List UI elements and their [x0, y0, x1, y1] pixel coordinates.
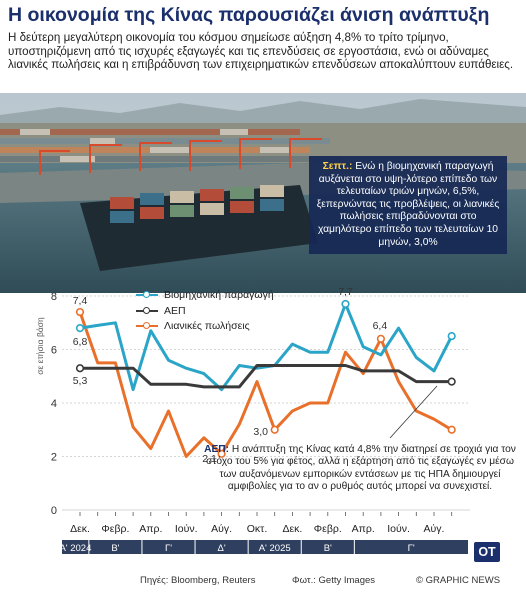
data-marker	[270, 425, 279, 434]
data-label: 2,1	[202, 453, 217, 465]
x-tick-label: Δεκ.	[70, 523, 90, 535]
legend-label-retail: Λιανικές πωλήσεις	[164, 320, 250, 332]
y-tick-label: 4	[51, 398, 57, 410]
data-marker	[341, 299, 350, 309]
note-label: ΑΕΠ:	[204, 444, 230, 455]
quarter-band	[62, 540, 468, 554]
series-endpoint	[75, 307, 85, 317]
series-endpoint	[447, 377, 456, 386]
legend-swatch-gdp	[136, 306, 158, 316]
series-endpoint	[75, 364, 85, 373]
september-callout: Σεπτ.: Ενώ η βιομηχανική παραγωγή αυξάνε…	[309, 156, 507, 255]
quarter-label: Α' 2024	[59, 543, 91, 554]
data-label: 6,8	[73, 336, 88, 348]
x-tick-label: Ιούν.	[387, 523, 410, 535]
y-tick-label: 6	[51, 345, 57, 357]
data-label: 7,4	[73, 295, 88, 307]
legend-item-retail: Λιανικές πωλήσεις	[136, 319, 274, 333]
data-label: 3,0	[253, 426, 268, 438]
x-tick-label: Απρ.	[352, 523, 375, 535]
data-marker	[376, 334, 386, 343]
data-label: 7,7	[338, 286, 353, 298]
legend-label-industrial: Βιομηχανική παραγωγή	[164, 289, 274, 301]
series-endpoint	[75, 324, 85, 333]
quarter-label: Α' 2025	[259, 543, 291, 554]
gdp-note: ΑΕΠ: Η ανάπτυξη της Κίνας κατά 4,8% την …	[200, 444, 520, 494]
x-tick-label: Δεκ.	[282, 523, 302, 535]
quarter-label: Δ'	[218, 543, 226, 554]
y-tick-label: 2	[51, 452, 57, 464]
data-marker	[217, 449, 226, 458]
x-tick-label: Φεβρ.	[101, 523, 129, 535]
series-line	[78, 310, 454, 458]
series-endpoint	[447, 425, 456, 434]
data-label: 6,4	[373, 320, 388, 332]
callout-text: Ενώ η βιομηχανική παραγωγή αυξάνεται στο…	[316, 161, 500, 248]
footer-credit: © GRAPHIC NEWS	[416, 575, 501, 586]
x-tick-label: Ιούν.	[175, 523, 198, 535]
chart-legend: Βιομηχανική παραγωγή ΑΕΠ Λιανικές πωλήσε…	[136, 288, 274, 335]
x-tick-label: Αύγ.	[211, 523, 232, 535]
note-text: Η ανάπτυξη της Κίνας κατά 4,8% την διατη…	[206, 444, 516, 493]
legend-item-industrial: Βιομηχανική παραγωγή	[136, 288, 274, 302]
y-axis-label: σε ετήσια βάση	[35, 317, 45, 375]
y-tick-label: 0	[51, 505, 57, 517]
quarter-label: Γ'	[408, 543, 415, 554]
legend-swatch-retail	[136, 321, 158, 331]
series-endpoint	[447, 332, 456, 341]
legend-swatch-industrial	[136, 290, 158, 300]
quarter-label: Β'	[324, 543, 332, 554]
callout-label: Σεπτ.:	[322, 161, 353, 172]
x-tick-label: Αύγ.	[424, 523, 445, 535]
legend-item-gdp: ΑΕΠ	[136, 304, 274, 318]
x-tick-label: Οκτ.	[247, 523, 267, 535]
page-subtitle: Η δεύτερη μεγαλύτερη οικονομία του κόσμο…	[8, 31, 514, 72]
series-line	[78, 364, 454, 389]
ot-logo: ΟΤ	[474, 542, 500, 562]
data-label: 5,3	[73, 375, 88, 387]
legend-label-gdp: ΑΕΠ	[164, 304, 186, 317]
x-tick-label: Απρ.	[139, 523, 162, 535]
x-tick-label: Φεβρ.	[314, 523, 342, 535]
footer-photo-credit: Φωτ.: Getty Images	[292, 575, 376, 586]
quarter-label: Β'	[111, 543, 119, 554]
note-leader-line	[389, 385, 438, 439]
page-title: Η οικονομία της Κίνας παρουσιάζει άνιση …	[8, 4, 490, 26]
quarter-label: Γ'	[165, 543, 172, 554]
y-tick-label: 8	[51, 291, 57, 303]
footer-sources: Πηγές: Bloomberg, Reuters	[140, 575, 256, 586]
